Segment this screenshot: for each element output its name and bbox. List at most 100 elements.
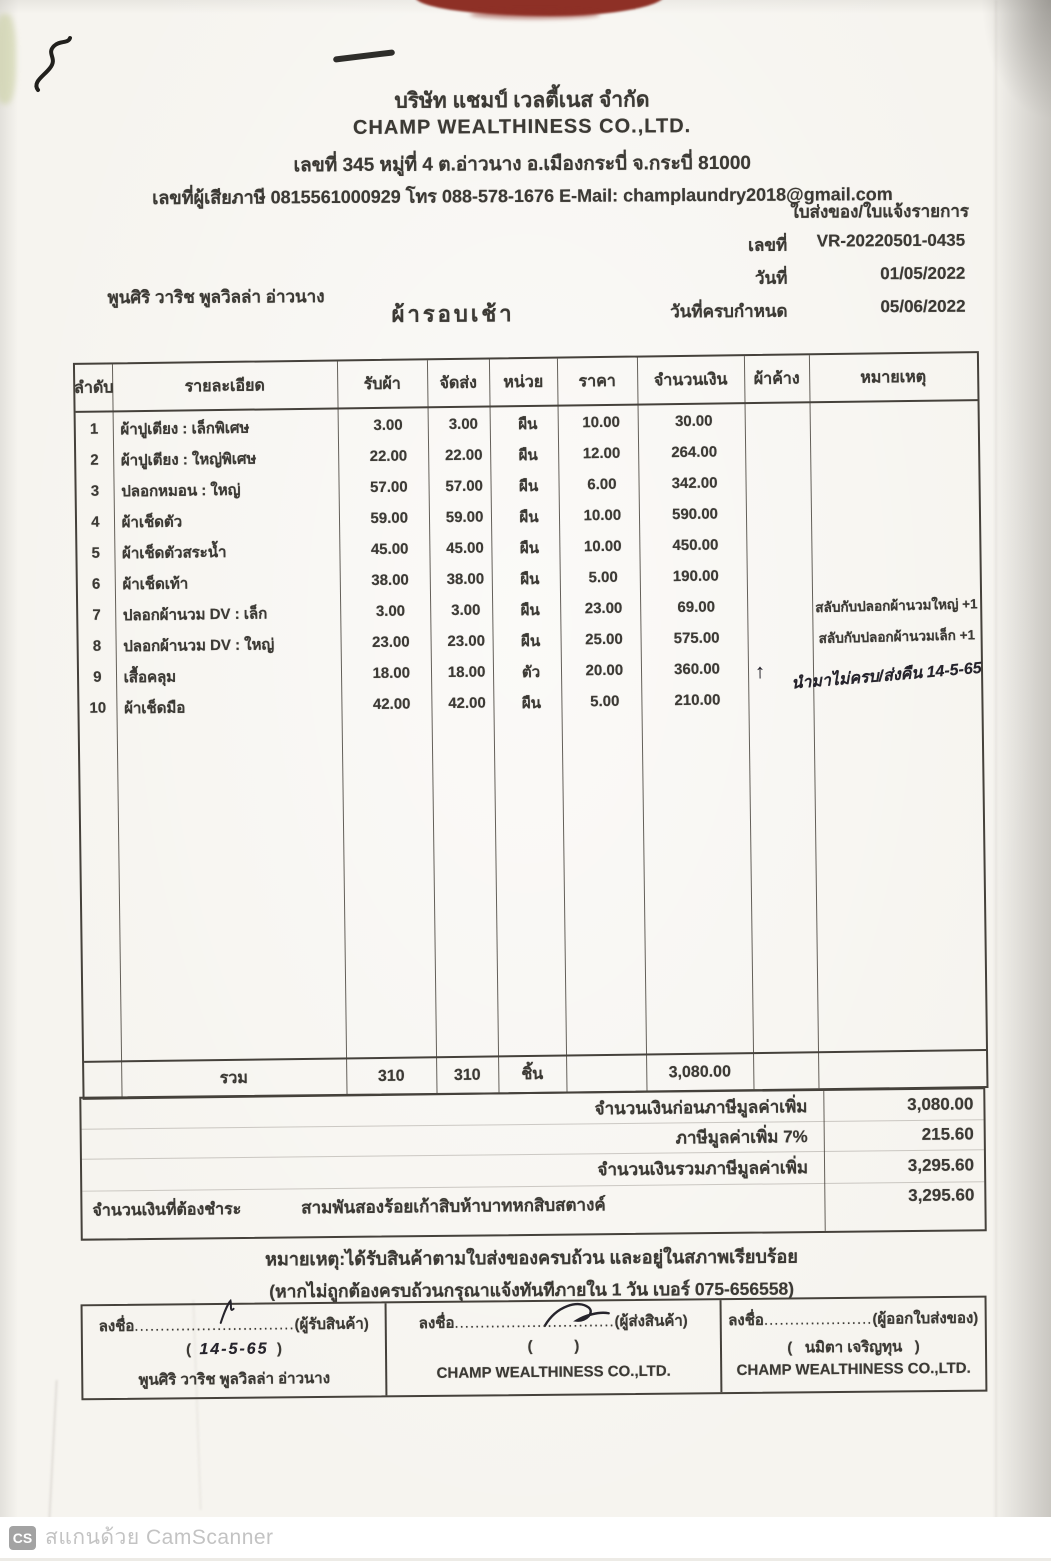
cell-outstanding [747, 436, 812, 466]
cell-no: 10 [89, 699, 107, 717]
sender-signature-mark [543, 1302, 610, 1328]
due-date-label: วันที่ครบกำหนด [670, 301, 788, 322]
cell-unit: ผืน [518, 415, 538, 433]
cell-no: 2 [90, 451, 99, 469]
col-header-amount: จำนวนเงิน [653, 370, 728, 389]
cell-outstanding [749, 591, 814, 621]
cell-delivered: 57.00 [445, 477, 484, 496]
cell-price: 10.00 [582, 413, 621, 432]
signature-section: ลงชื่อ...............................(ผู… [80, 1295, 988, 1401]
issuer-person-name: นมิตา เจริญทุน [804, 1338, 903, 1357]
scan-artifact-red-blob-shadow [470, 10, 600, 19]
cell-received: 38.00 [371, 571, 409, 590]
doc-number-value: VR-20220501-0435 [816, 230, 966, 251]
total-delivered: 310 [453, 1066, 481, 1084]
cell-no: 5 [91, 544, 101, 562]
cell-delivered: 3.00 [448, 415, 479, 434]
cell-received: 57.00 [369, 478, 408, 497]
cell-delivered: 22.00 [444, 446, 483, 465]
receiver-signature-box: ลงชื่อ...............................(ผู… [83, 1298, 386, 1398]
cell-unit: ผืน [519, 508, 539, 526]
cell-amount: 30.00 [674, 412, 713, 431]
company-name-english: CHAMP WEALTHINESS CO.,LTD. [352, 115, 692, 139]
cell-delivered: 18.00 [447, 663, 486, 682]
cell-amount: 590.00 [671, 505, 719, 524]
items-table: ลำดับ รายละเอียด รับผ้า จัดส่ง หน่วย ราค… [72, 351, 989, 1100]
doc-number-label: เลขที่ [748, 235, 788, 255]
cell-description: ผ้าปูเตียง : เล็กพิเศษ [120, 419, 250, 438]
col-header-outstanding: ผ้าค้าง [753, 369, 800, 388]
cell-delivered: 38.00 [446, 570, 485, 589]
camscanner-logo-icon: CS [9, 1525, 36, 1550]
cell-description: ปลอกหมอน : ใหญ่ [121, 481, 241, 500]
cell-amount: 264.00 [671, 443, 718, 462]
cell-unit: ผืน [520, 601, 540, 619]
cell-description: ปลอกผ้านวม DV : เล็ก [122, 604, 268, 624]
col-header-delivered: จัดส่ง [439, 374, 478, 392]
cell-received: 18.00 [372, 664, 411, 683]
cell-delivered: 3.00 [451, 601, 481, 620]
total-amount: 3,080.00 [668, 1062, 732, 1081]
amount-in-words: สามพันสองร้อยเก้าสิบห้าบาทหกสิบสตางค์ [301, 1195, 606, 1218]
cell-remark [811, 434, 978, 465]
cell-delivered: 42.00 [448, 694, 486, 713]
total-received: 310 [377, 1067, 405, 1085]
cell-unit: ผืน [519, 539, 540, 557]
cell-remark [811, 403, 978, 434]
cell-delivered: 59.00 [445, 508, 484, 527]
cell-no: 1 [89, 420, 99, 438]
cell-unit: ผืน [521, 632, 541, 650]
cell-unit: ผืน [520, 570, 540, 588]
total-unit: ชิ้น [521, 1065, 544, 1084]
cell-received: 3.00 [375, 602, 406, 620]
cell-amount: 190.00 [672, 567, 719, 586]
cell-price: 10.00 [583, 537, 622, 556]
totals-summary-box: จำนวนเงินก่อนภาษีมูลค่าเพิ่ม 3,080.00 ภา… [79, 1087, 987, 1241]
cell-description: ผ้าเช็ดมือ [124, 698, 186, 717]
vat-value: 215.60 [921, 1124, 974, 1144]
handwritten-receive-date: 14-5-65 [199, 1340, 269, 1359]
cell-description: ผ้าเช็ดตัว [121, 513, 183, 531]
cell-remark: สลับกับปลอกผ้านวมเล็ก +1 [818, 626, 976, 646]
sender-paren-line: ( ) [527, 1337, 580, 1356]
cell-remark: สลับกับปลอกผ้านวมใหญ่ +1 [815, 595, 979, 615]
cell-no: 8 [92, 637, 102, 655]
receiver-name: พูนศิริ วาริช พูลวิลล่า อ่าวนาง [138, 1369, 331, 1389]
camscanner-footer: CS สแกนด้วย CamScanner [0, 1517, 1051, 1558]
handwritten-squiggle-mark [34, 36, 72, 92]
due-date-value: 05/06/2022 [880, 296, 966, 317]
cell-received: 3.00 [373, 416, 403, 435]
document-type-title: ใบส่งของ/ใบแจ้งรายการ [790, 201, 970, 222]
cell-price: 5.00 [588, 568, 618, 587]
receiver-signature-mark [219, 1298, 235, 1324]
sender-sign-line: ลงชื่อ...............................(ผู… [418, 1312, 688, 1333]
sender-signature-box: ลงชื่อ...............................(ผู… [384, 1300, 721, 1396]
cell-no: 3 [90, 482, 100, 500]
handwritten-outstanding-arrow: ↑ [754, 660, 766, 684]
cell-no: 4 [91, 513, 100, 531]
cell-amount: 69.00 [677, 598, 716, 617]
grand-total-label: จำนวนเงินรวมภาษีมูลค่าเพิ่ม [597, 1157, 809, 1179]
col-header-received: รับผ้า [363, 375, 401, 393]
cell-outstanding [747, 467, 812, 497]
cell-no: 9 [93, 668, 102, 686]
cell-amount: 575.00 [673, 629, 720, 648]
cell-outstanding [748, 529, 813, 559]
cell-no: 7 [92, 606, 101, 624]
issuer-company-name: CHAMP WEALTHINESS CO.,LTD. [736, 1359, 971, 1380]
note-line-1: หมายเหตุ:ได้รับสินค้าตามใบส่งของครบถ้วน … [265, 1246, 798, 1270]
cell-description: ผ้าเช็ดเท้า [122, 574, 189, 593]
cell-received: 23.00 [372, 633, 410, 652]
cell-amount: 360.00 [673, 660, 721, 679]
col-header-unit: หน่วย [503, 373, 544, 391]
cell-outstanding [749, 622, 814, 652]
cell-price: 23.00 [584, 599, 623, 618]
cell-price: 20.00 [585, 661, 624, 680]
laundry-round-title: ผ้ารอบเช้า [391, 301, 515, 327]
col-header-price: ราคา [578, 372, 616, 390]
cell-description: เสื้อคลุม [123, 668, 177, 686]
cell-received: 59.00 [370, 509, 409, 528]
issuer-signature-box: ลงชื่อ.....................(ผู้ออกใบส่งข… [719, 1297, 986, 1393]
cell-unit: ผืน [518, 446, 538, 464]
